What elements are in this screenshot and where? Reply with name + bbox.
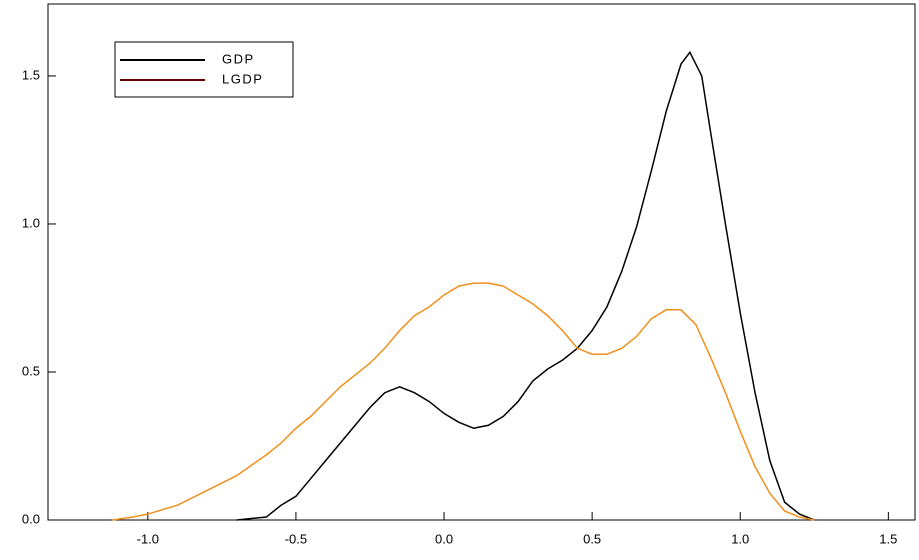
- legend-label: GDP: [222, 51, 255, 66]
- y-tick-label: 1.0: [22, 215, 40, 230]
- x-tick-label: 1.5: [879, 531, 897, 546]
- series-line: [236, 50, 815, 521]
- plot-frame: [47, 3, 916, 521]
- y-tick-label: 1.5: [22, 67, 40, 82]
- x-tick-label: 1.0: [731, 531, 749, 546]
- x-tick-label: 0.5: [583, 531, 601, 546]
- y-tick-label: 0.0: [22, 511, 40, 526]
- series-line: [112, 282, 815, 521]
- x-tick-label: -1.0: [137, 531, 159, 546]
- y-tick-label: 0.5: [22, 363, 40, 378]
- legend-box: [114, 41, 294, 98]
- x-tick-label: -0.5: [285, 531, 307, 546]
- legend-label: LGDP: [222, 71, 263, 86]
- x-tick-label: 0.0: [435, 531, 453, 546]
